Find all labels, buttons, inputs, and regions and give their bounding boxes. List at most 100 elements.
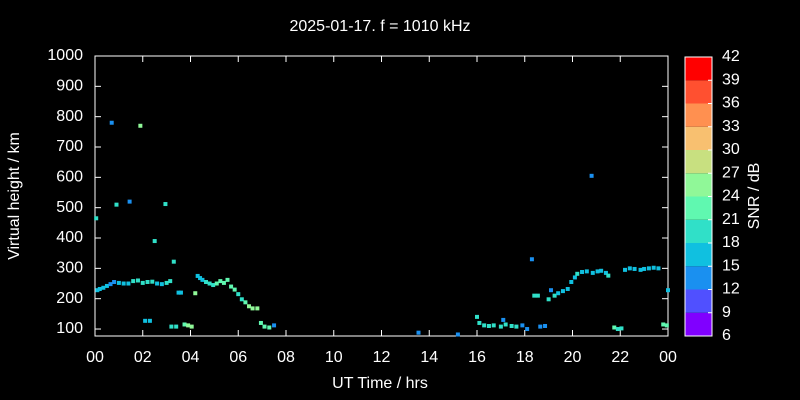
data-point (104, 283, 109, 288)
data-point (138, 123, 143, 128)
data-point (229, 284, 234, 289)
data-point (642, 266, 647, 271)
data-point (178, 290, 183, 295)
x-tick-label: 18 (516, 349, 534, 366)
data-point (143, 318, 148, 323)
data-point (126, 281, 131, 286)
colorbar-band (685, 103, 712, 127)
data-point (501, 317, 506, 322)
colorbar-tick-label: 21 (722, 211, 740, 228)
colorbar-band (685, 126, 712, 150)
colorbar-tick-label: 15 (722, 257, 740, 274)
data-point (595, 269, 600, 274)
x-tick-label: 12 (373, 349, 391, 366)
y-tick-label: 900 (56, 78, 83, 95)
data-point (503, 322, 508, 327)
x-tick-label: 00 (86, 349, 104, 366)
x-tick-label: 04 (182, 349, 200, 366)
colorbar-tick-label: 42 (722, 48, 740, 65)
colorbar-tick-label: 33 (722, 118, 740, 135)
data-point (572, 275, 577, 280)
data-point (127, 199, 132, 204)
data-point (207, 281, 212, 286)
data-point (112, 280, 117, 285)
data-point (221, 280, 226, 285)
data-point (239, 297, 244, 302)
data-point (599, 268, 604, 273)
data-point (529, 257, 534, 262)
data-point (477, 320, 482, 325)
data-point (549, 288, 554, 293)
chart-title: 2025-01-17. f = 1010 kHz (289, 18, 470, 35)
data-point (623, 267, 628, 272)
data-point (556, 291, 561, 296)
x-tick-label: 14 (420, 349, 438, 366)
data-point (204, 280, 209, 285)
data-point (97, 286, 102, 291)
data-point (475, 314, 479, 319)
y-tick-label: 200 (56, 290, 83, 307)
data-point (661, 322, 666, 327)
data-point (218, 279, 223, 284)
data-point (152, 239, 157, 244)
data-point (145, 280, 150, 285)
data-point (246, 304, 251, 309)
data-point (193, 291, 198, 296)
data-point (416, 330, 421, 335)
x-axis-label: UT Time / hrs (332, 375, 428, 392)
data-point (135, 278, 140, 283)
data-point (552, 293, 557, 298)
data-point (546, 297, 551, 302)
data-point (243, 300, 248, 305)
y-axis-label: Virtual height / km (6, 132, 23, 260)
x-tick-label: 16 (468, 349, 486, 366)
data-point (109, 120, 114, 125)
data-point (95, 288, 100, 293)
data-point (619, 326, 624, 331)
data-point (214, 281, 219, 286)
data-point (589, 173, 594, 178)
y-tick-label: 700 (56, 138, 83, 155)
data-point (200, 277, 205, 282)
data-point (584, 269, 589, 274)
data-point (486, 323, 491, 328)
colorbar-band (685, 266, 712, 290)
data-point (580, 269, 585, 274)
data-point (211, 283, 216, 288)
data-point (94, 216, 99, 221)
x-tick-label: 08 (277, 349, 295, 366)
data-point (569, 280, 574, 285)
x-tick-label: 06 (229, 349, 247, 366)
data-point (225, 277, 230, 282)
colorbar-band (685, 196, 712, 220)
colorbar-tick-label: 24 (722, 188, 740, 205)
data-point (176, 290, 181, 295)
data-point (121, 281, 126, 286)
y-tick-label: 600 (56, 169, 83, 186)
colorbar-tick-label: 6 (722, 327, 731, 344)
x-tick-label: 02 (134, 349, 152, 366)
y-tick-label: 800 (56, 108, 83, 125)
y-tick-label: 300 (56, 260, 83, 277)
y-tick-label: 400 (56, 229, 83, 246)
colorbar-tick-label: 36 (722, 95, 740, 112)
colorbar-band (685, 219, 712, 243)
data-point (638, 267, 643, 272)
data-point (267, 325, 272, 330)
data-point (666, 288, 670, 293)
data-point (250, 306, 255, 311)
x-tick-label: 22 (611, 349, 629, 366)
data-point (198, 276, 203, 281)
x-tick-label: 00 (659, 349, 677, 366)
data-point (189, 324, 194, 329)
x-tick-label: 10 (325, 349, 343, 366)
data-point (590, 270, 595, 275)
colorbar-band (685, 173, 712, 197)
colorbar-band (685, 150, 712, 174)
data-point (664, 323, 669, 328)
data-point (543, 323, 548, 328)
data-point (651, 265, 656, 270)
colorbar-label: SNR / dB (746, 163, 763, 230)
data-point (164, 280, 169, 285)
